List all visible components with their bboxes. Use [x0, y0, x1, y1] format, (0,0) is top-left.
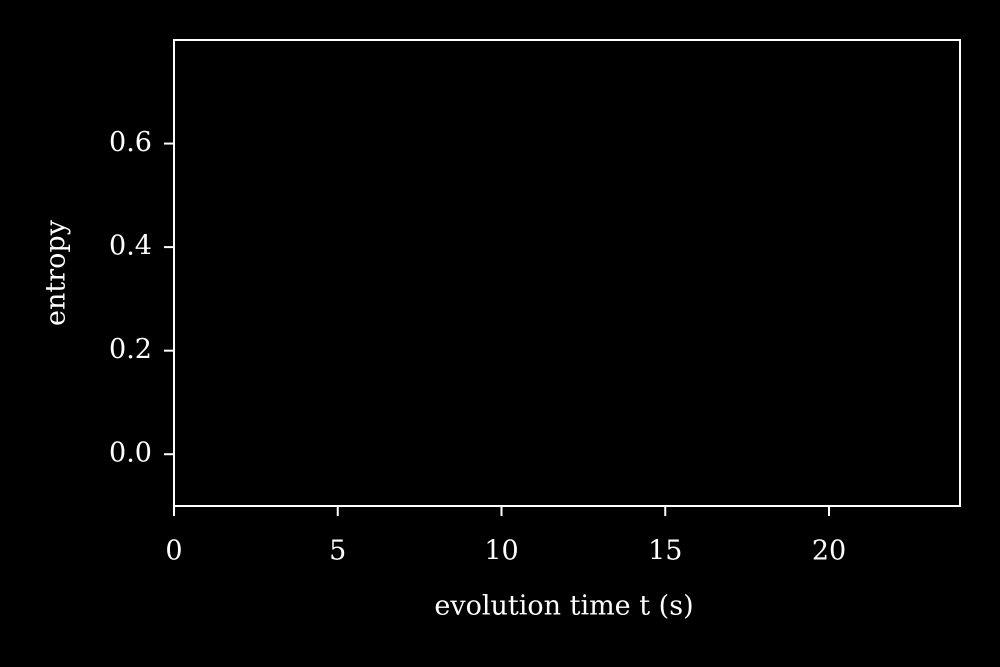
- x-tick-label: 20: [812, 536, 846, 567]
- y-axis-label: entropy: [41, 219, 72, 326]
- y-tick-label: 0.2: [109, 334, 152, 365]
- x-axis-label: evolution time t (s): [434, 591, 693, 622]
- x-tick-label: 0: [165, 536, 182, 567]
- x-tick-label: 5: [329, 536, 346, 567]
- y-tick-label: 0.6: [109, 127, 152, 158]
- x-tick-label: 10: [484, 536, 518, 567]
- y-tick-label: 0.4: [109, 231, 152, 262]
- plot-frame: [173, 39, 961, 507]
- x-tick-label: 15: [648, 536, 682, 567]
- y-tick-label: 0.0: [109, 438, 152, 469]
